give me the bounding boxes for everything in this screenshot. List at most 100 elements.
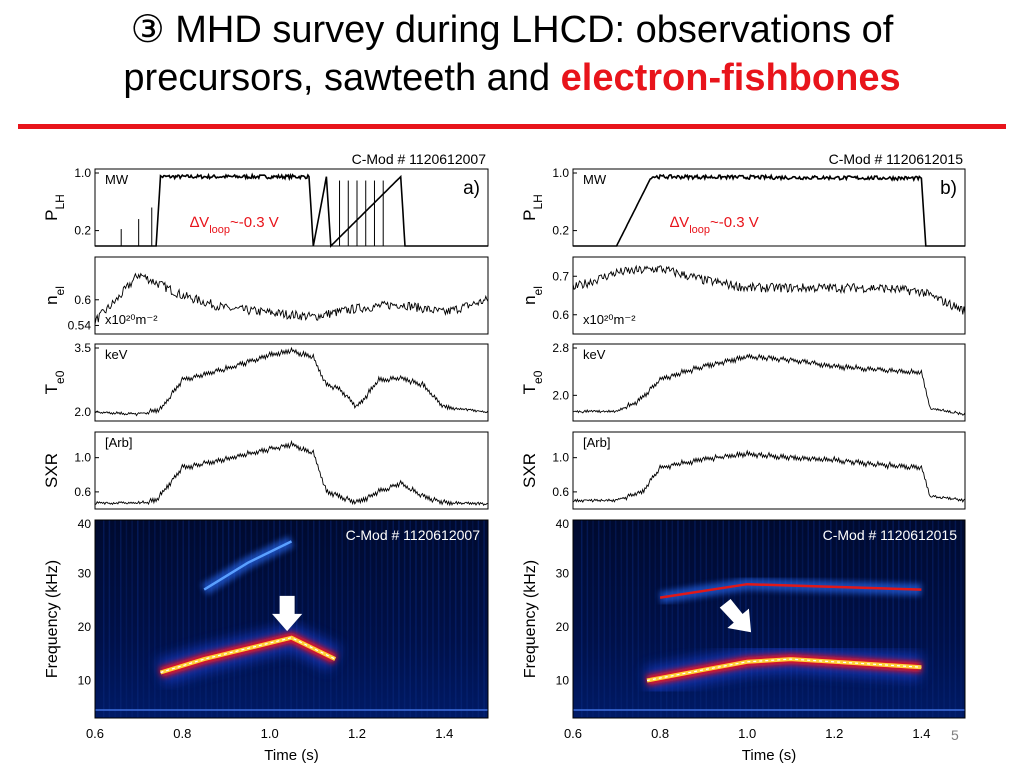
vloop-annotation: ∆Vloop~-0.3 V (190, 214, 279, 236)
y-axis-label-sub: el (531, 286, 545, 295)
subplot-frame (572, 256, 966, 335)
spectrogram: C-Mod # 1120612015 40 30 20 10 Frequency (kHz… (522, 517, 966, 719)
y-tick-label: 0.6 (552, 485, 569, 499)
freq-axis-label: Frequency (kHz) (44, 560, 61, 678)
vloop-annotation: ∆Vloop~-0.3 V (670, 214, 759, 236)
mode-upper (659, 582, 922, 599)
subplot-frame (94, 431, 489, 510)
y-tick-label: 0.2 (74, 224, 91, 238)
y-tick-label: 0.2 (552, 224, 569, 238)
y-tick-label: 0.7 (552, 269, 569, 283)
spectrogram-frame (94, 519, 489, 719)
page-number: 5 (951, 727, 959, 743)
freq-tick-label: 20 (556, 620, 570, 634)
y-tick-label: 0.54 (68, 318, 92, 332)
y-tick-label: 3.5 (74, 341, 91, 355)
y-axis-label: SXR (520, 453, 539, 488)
y-tick-label: 0.6 (74, 485, 91, 499)
subplot-plh: 1.0 0.2 PLH MW (42, 166, 489, 248)
y-tick-label: 2.0 (552, 388, 569, 402)
spectrogram: C-Mod # 1120612007 40 30 20 10 Frequency (kHz… (44, 517, 489, 719)
mode-upper (203, 540, 293, 591)
arrow-icon (272, 595, 303, 632)
y-axis-label: PLH (520, 194, 545, 221)
y-axis-label-sub: LH (531, 194, 545, 209)
y-axis-label: Te0 (520, 370, 545, 394)
spectrogram-frame (572, 519, 966, 719)
y-axis-label-sub: e0 (53, 370, 67, 384)
y-tick-label: 1.0 (552, 166, 569, 180)
unit-label: keV (583, 347, 606, 362)
time-tick-label: 1.2 (348, 726, 366, 741)
freq-tick-label: 20 (78, 620, 92, 634)
title-line-1: ③ MHD survey during LHCD: observations o… (130, 9, 894, 51)
unit-label: x10²⁰m⁻² (105, 312, 158, 327)
unit-label: keV (105, 347, 128, 362)
panel-b: C-Mod # 1120612015 1.0 0.2 PLH MW 0.7 0.6 nel x1… (520, 151, 966, 764)
unit-label: x10²⁰m⁻² (583, 312, 636, 327)
y-axis-label: Te0 (42, 370, 67, 394)
unit-label: [Arb] (583, 435, 610, 450)
y-axis-label: nel (520, 286, 545, 305)
time-axis-label: Time (s) (264, 747, 318, 764)
title-line-2-prefix: precursors, sawteeth and (123, 57, 561, 99)
freq-tick-label: 10 (556, 674, 570, 688)
time-tick-label: 1.0 (261, 726, 279, 741)
y-tick-label: 1.0 (74, 166, 91, 180)
arrow-icon (719, 598, 752, 633)
time-tick-label: 1.2 (825, 726, 843, 741)
nel-trace (94, 272, 489, 325)
spectrogram-background (573, 520, 965, 718)
y-tick-label: 1.0 (552, 451, 569, 465)
vloop-annotation-sub: loop (689, 224, 710, 236)
time-tick-label: 1.4 (435, 726, 453, 741)
title-line-2: precursors, sawteeth and electron-fishbo… (0, 54, 1024, 102)
y-axis-label-sub: e0 (531, 370, 545, 384)
subplot-sxr: 1.0 0.6 SXR [Arb] (42, 431, 489, 510)
vloop-annotation-value: ~-0.3 V (710, 214, 759, 231)
unit-label: MW (105, 172, 129, 187)
subplot-frame (572, 168, 966, 247)
shot-label: C-Mod # 1120612007 (352, 151, 487, 167)
y-tick-label: 0.6 (552, 308, 569, 322)
title-highlight: electron-fishbones (560, 57, 901, 99)
unit-label: [Arb] (105, 435, 132, 450)
title-underline (18, 124, 1006, 129)
spectrogram-shot-label: C-Mod # 1120612007 (346, 527, 481, 543)
subplot-frame (94, 168, 489, 247)
spectrogram-content (95, 520, 488, 718)
subplot-sxr: 1.0 0.6 SXR [Arb] (520, 431, 966, 510)
y-axis-label: SXR (42, 453, 61, 488)
mode-core (646, 658, 922, 682)
freq-tick-label: 40 (556, 517, 570, 531)
plh-trace (573, 173, 965, 247)
time-tick-label: 0.8 (173, 726, 191, 741)
te0-trace (94, 346, 489, 417)
y-axis-label-sub: el (53, 286, 67, 295)
shot-label: C-Mod # 1120612015 (829, 151, 964, 167)
time-axis-label: Time (s) (742, 747, 796, 764)
unit-label: MW (583, 172, 607, 187)
spectrogram-content (573, 520, 965, 718)
freq-axis-label: Frequency (kHz) (522, 560, 539, 678)
subplot-plh: 1.0 0.2 PLH MW (520, 166, 966, 247)
panel-label: b) (940, 178, 957, 199)
time-tick-label: 0.6 (86, 726, 104, 741)
te0-trace (572, 353, 966, 416)
mode-core (160, 637, 336, 674)
subplot-te0: 3.5 2.0 Te0 keV (42, 341, 489, 422)
subplot-frame (572, 431, 966, 510)
time-tick-label: 1.4 (912, 726, 930, 741)
slide-title: ③ MHD survey during LHCD: observations o… (0, 6, 1024, 102)
y-tick-label: 1.0 (74, 451, 91, 465)
y-tick-label: 0.6 (74, 293, 91, 307)
y-tick-label: 2.0 (74, 405, 91, 419)
vloop-annotation-value: ~-0.3 V (230, 214, 279, 231)
subplot-frame (572, 343, 966, 422)
subplot-te0: 2.8 2.0 Te0 keV (520, 341, 966, 422)
y-tick-label: 2.8 (552, 341, 569, 355)
freq-tick-label: 30 (78, 567, 92, 581)
freq-tick-label: 10 (78, 674, 92, 688)
